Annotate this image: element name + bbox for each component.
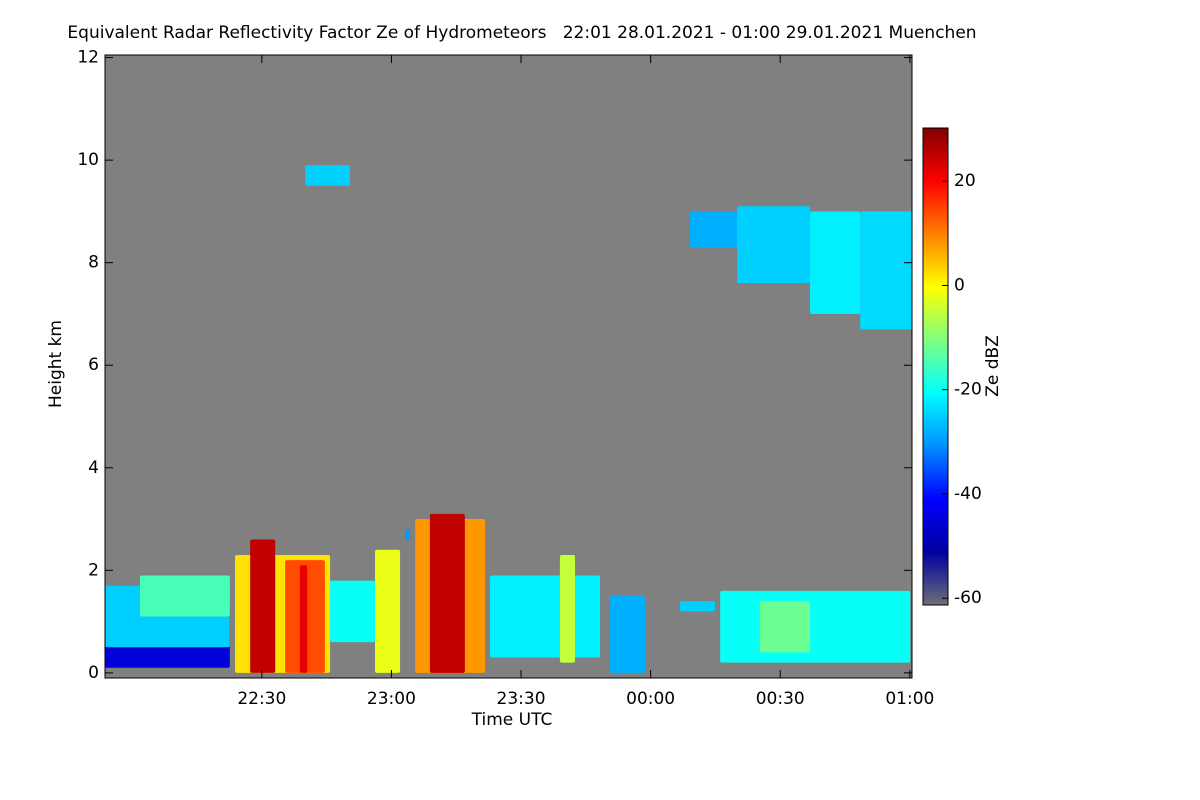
echo-cell	[299, 565, 308, 673]
y-tick-label: 6	[88, 355, 99, 375]
y-axis-label: Height km	[46, 320, 66, 408]
x-tick-label: 22:30	[237, 689, 286, 709]
y-tick-label: 12	[77, 48, 99, 68]
echo-cell	[680, 601, 716, 612]
echo-cell	[489, 575, 601, 658]
echo-cell	[429, 513, 465, 673]
echo-cell	[559, 554, 576, 663]
x-tick-label: 00:30	[756, 689, 805, 709]
echo-cell	[759, 601, 811, 653]
x-axis-label: Time UTC	[471, 710, 553, 730]
x-tick-label: 01:00	[885, 689, 934, 709]
echo-cell	[405, 529, 411, 540]
y-tick-label: 4	[88, 458, 99, 478]
echo-cell	[139, 575, 230, 617]
colorbar-tick-label: -60	[954, 588, 982, 608]
echo-cell	[375, 549, 401, 673]
echo-cell	[860, 211, 912, 330]
chart-title: Equivalent Radar Reflectivity Factor Ze …	[67, 23, 976, 43]
y-tick-label: 0	[88, 663, 99, 683]
echo-cell	[250, 539, 276, 673]
echo-cell	[305, 165, 350, 186]
colorbar-tick-label: -20	[954, 380, 982, 400]
x-tick-label: 23:30	[497, 689, 546, 709]
echo-cell	[810, 211, 861, 314]
x-tick-label: 23:00	[367, 689, 416, 709]
echo-cell	[689, 211, 738, 248]
y-tick-label: 8	[88, 253, 99, 273]
x-tick-label: 00:00	[626, 689, 675, 709]
echo-cell	[737, 206, 811, 284]
colorbar-tick-label: 20	[954, 171, 976, 191]
echo-cell	[610, 595, 646, 673]
colorbar	[922, 127, 949, 606]
y-tick-label: 10	[77, 150, 99, 170]
echo-cell	[720, 590, 911, 663]
colorbar-label: Ze dBZ	[983, 335, 1003, 397]
plot-frame	[104, 54, 913, 679]
colorbar-tick-label: -40	[954, 484, 982, 504]
y-tick-label: 2	[88, 560, 99, 580]
echo-cell	[330, 580, 376, 643]
colorbar-tick-label: 0	[954, 275, 965, 295]
